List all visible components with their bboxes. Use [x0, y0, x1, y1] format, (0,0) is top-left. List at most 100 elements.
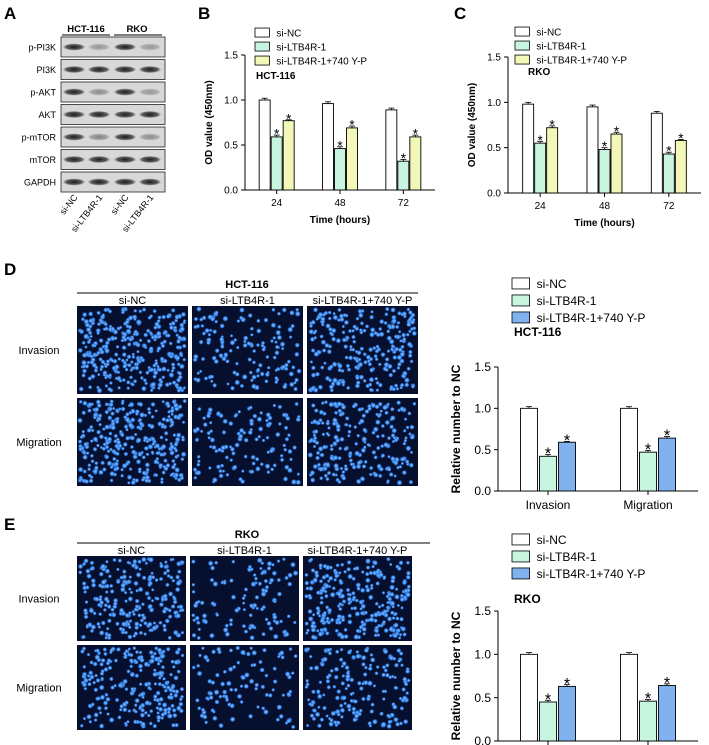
nucleus-dot — [375, 434, 380, 439]
nucleus-dot — [361, 413, 367, 419]
nucleus-dot — [134, 697, 140, 704]
x-tick-label: 48 — [599, 201, 611, 212]
nucleus-dot — [256, 328, 262, 334]
nucleus-dot — [340, 379, 346, 385]
nucleus-dot — [395, 721, 401, 727]
nucleus-dot — [340, 617, 346, 623]
nucleus-dot — [266, 450, 271, 455]
nucleus-dot — [130, 417, 136, 423]
nucleus-dot — [208, 328, 213, 333]
nucleus-dot — [357, 357, 362, 362]
nucleus-dot — [208, 445, 213, 449]
nucleus-dot — [176, 605, 181, 609]
nucleus-dot — [193, 377, 198, 382]
nucleus-dot — [150, 654, 156, 660]
nucleus-dot — [121, 345, 127, 351]
nucleus-dot — [150, 598, 155, 603]
nucleus-dot — [373, 611, 379, 618]
nucleus-dot — [319, 476, 324, 481]
nucleus-dot — [397, 330, 402, 334]
nucleus-dot — [354, 450, 360, 457]
nucleus-dot — [288, 647, 293, 652]
nucleus-dot — [208, 691, 214, 696]
nucleus-dot — [102, 467, 107, 472]
legend-swatch — [511, 294, 531, 307]
nucleus-dot — [98, 422, 102, 427]
nucleus-dot — [218, 722, 224, 729]
nucleus-dot — [346, 566, 352, 572]
nucleus-dot — [174, 436, 181, 443]
micro-column-label: si-LTB4R-1 — [217, 545, 272, 557]
nucleus-dot — [326, 684, 332, 690]
nucleus-dot — [285, 415, 291, 421]
nucleus-dot — [210, 565, 216, 571]
nucleus-dot — [379, 318, 385, 325]
nucleus-dot — [333, 434, 339, 441]
nucleus-dot — [207, 466, 212, 470]
nucleus-dot — [403, 681, 409, 687]
nucleus-dot — [339, 436, 345, 442]
nucleus-dot — [265, 354, 270, 359]
nucleus-dot — [346, 367, 352, 372]
nucleus-dot — [254, 456, 260, 462]
nucleus-dot — [79, 477, 84, 482]
nucleus-dot — [369, 314, 375, 320]
nucleus-dot — [266, 470, 271, 475]
micrograph-panel-e: RKO si-NC si-LTB4R-1 si-LTB4R-1+740 Y-PInv… — [16, 529, 430, 730]
legend-swatch — [254, 55, 270, 66]
nucleus-dot — [325, 714, 329, 718]
bar — [610, 133, 623, 194]
nucleus-dot — [78, 386, 84, 392]
bar — [409, 136, 422, 191]
nucleus-dot — [127, 422, 134, 429]
nucleus-dot — [170, 659, 175, 664]
nucleus-dot — [333, 410, 339, 415]
nucleus-dot — [309, 360, 314, 364]
nucleus-dot — [105, 626, 110, 631]
nucleus-dot — [196, 462, 201, 467]
nucleus-dot — [400, 663, 404, 668]
nucleus-dot — [165, 582, 170, 588]
nucleus-dot — [318, 680, 323, 685]
nucleus-dot — [304, 621, 309, 626]
nucleus-dot — [158, 377, 163, 383]
nucleus-dot — [282, 384, 288, 390]
nucleus-dot — [283, 425, 289, 431]
nucleus-dot — [131, 355, 136, 359]
nucleus-dot — [257, 434, 262, 439]
nucleus-dot — [219, 336, 225, 343]
nucleus-dot — [196, 663, 201, 668]
nucleus-dot — [353, 699, 358, 704]
nucleus-dot — [96, 429, 102, 435]
nucleus-dot — [405, 591, 411, 598]
nucleus-dot — [138, 309, 143, 314]
blot-row-label: p-mTOR — [22, 133, 57, 143]
nucleus-dot — [252, 348, 257, 354]
nucleus-dot — [402, 370, 408, 377]
nucleus-dot — [147, 583, 152, 588]
nucleus-dot — [154, 321, 160, 327]
nucleus-dot — [260, 340, 266, 346]
nucleus-dot — [214, 672, 220, 678]
nucleus-dot — [132, 558, 138, 564]
nucleus-dot — [115, 621, 120, 627]
blot-band — [87, 110, 111, 119]
nucleus-dot — [264, 372, 270, 378]
nucleus-dot — [120, 467, 124, 472]
nucleus-dot — [389, 424, 395, 430]
nucleus-dot — [142, 378, 147, 383]
nucleus-dot — [157, 681, 162, 687]
nucleus-dot — [290, 479, 297, 485]
nucleus-dot — [171, 399, 176, 404]
nucleus-dot — [408, 479, 414, 485]
significance-star: * — [413, 127, 419, 142]
nucleus-dot — [168, 417, 174, 423]
nucleus-dot — [87, 385, 93, 390]
nucleus-dot — [128, 375, 134, 380]
nucleus-dot — [386, 467, 392, 472]
nucleus-dot — [360, 309, 365, 314]
nucleus-dot — [101, 446, 107, 451]
nucleus-dot — [123, 424, 129, 430]
nucleus-dot — [325, 678, 331, 684]
